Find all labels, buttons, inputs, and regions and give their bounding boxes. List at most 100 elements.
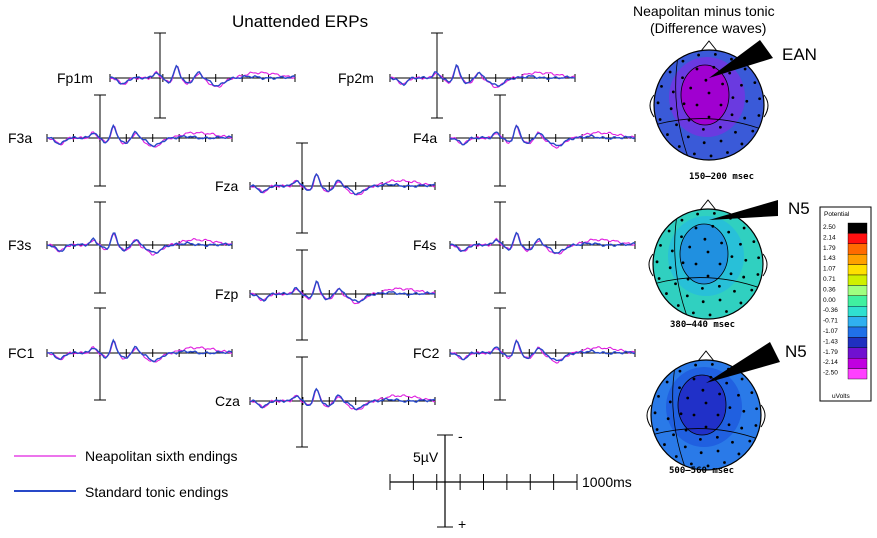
electrode-dot (683, 445, 687, 449)
erp-panel-fc2: FC2 (413, 307, 636, 401)
electrode-dot (742, 226, 746, 230)
electrode-dot (704, 401, 708, 405)
channel-label-fc2: FC2 (413, 345, 440, 361)
topomap-time-window: 500–560 msec (669, 466, 734, 476)
electrode-dot (657, 277, 661, 280)
left-ear-icon (649, 94, 655, 118)
electrode-dot (672, 433, 675, 437)
colorbar-tick-label: -2.50 (823, 370, 838, 377)
topomap-component-label: N5 (788, 199, 810, 218)
electrode-dot (737, 393, 740, 397)
electrode-dot (729, 272, 733, 276)
erp-panel-fp2m: Fp2m (338, 32, 576, 119)
electrode-dot (750, 288, 754, 292)
legend: Neapolitan sixth endings Standard tonic … (14, 448, 238, 500)
electrode-dot (686, 135, 690, 139)
electrode-dot (743, 116, 747, 120)
colorbar-tick-label: 2.50 (823, 224, 836, 231)
electrode-dot (688, 245, 692, 249)
electrode-dot (666, 133, 669, 136)
colorbar-swatch (847, 285, 868, 296)
waveform-standard-fzp (249, 280, 436, 303)
electrode-dot (758, 97, 762, 101)
electrode-dot (665, 380, 669, 384)
electrode-dot (740, 83, 743, 87)
waveform-standard-f4s (449, 231, 636, 254)
electrode-dot (712, 211, 716, 215)
electrode-dot (718, 392, 721, 396)
electrode-dot (692, 152, 696, 156)
colorbar-swatch (847, 243, 868, 255)
nose-icon (697, 350, 715, 362)
electrode-dot (757, 114, 761, 117)
topomap-fill (654, 50, 764, 160)
channel-label-fp2m: Fp2m (338, 70, 374, 86)
topomap-contour (675, 50, 690, 160)
electrode-dot (689, 462, 693, 466)
electrode-dot (727, 423, 731, 427)
electrode-dot (694, 262, 698, 266)
electrode-dot (699, 451, 703, 455)
waveform-standard-fp2m (389, 63, 576, 87)
electrode-dot (706, 274, 710, 278)
electrode-dot (740, 377, 744, 381)
electrode-dot (721, 82, 724, 86)
electrode-dot (701, 286, 704, 290)
colorbar-swatch (847, 337, 868, 348)
electrode-dot (701, 300, 705, 304)
electrode-dot (659, 244, 662, 247)
waveform-neapolitan-fzp (249, 281, 436, 305)
colorbar-tick-label: -1.07 (823, 328, 838, 335)
electrode-dot (680, 235, 683, 239)
electrode-dot (726, 151, 729, 154)
electrode-dot (728, 406, 732, 410)
electrode-dot (716, 449, 720, 453)
colorbar-swatch (847, 358, 868, 369)
waveform-standard-fza (249, 173, 436, 196)
electrode-dot (686, 277, 690, 281)
colorbar-tick-label: 1.43 (823, 255, 836, 262)
waveform-neapolitan-fc2 (450, 338, 636, 364)
topomap-2: N5 380–440 msec (648, 199, 810, 330)
figure-title: Unattended ERPs (232, 12, 368, 31)
electrode-dot (660, 85, 663, 88)
electrode-dot (680, 218, 684, 222)
colorbar-tick-label: -2.14 (823, 359, 838, 366)
colorbar-tick-label: 0.00 (823, 297, 836, 304)
electrode-dot (656, 101, 660, 105)
electrode-dot (657, 395, 660, 398)
right-ear-icon (762, 253, 768, 277)
colorbar-tick-label: -1.79 (823, 349, 838, 356)
electrode-dot (668, 400, 672, 404)
electrode-dot (681, 261, 685, 265)
electrode-dot (707, 91, 711, 95)
colorbar-swatch (847, 274, 868, 286)
colorbar-swatch (847, 233, 868, 244)
topomap-3: N5 500–560 msec (646, 342, 807, 476)
electrode-dot (681, 59, 685, 63)
electrode-dot (756, 273, 760, 276)
electrode-dot (718, 298, 722, 302)
topo-title-line1: Neapolitan minus tonic (633, 3, 775, 19)
colorbar-tick-label: -1.43 (823, 338, 838, 345)
electrode-dot (678, 369, 682, 373)
scale-minus-label: - (458, 428, 463, 444)
channel-label-fza: Fza (215, 178, 239, 194)
colorbar-tick-label: -0.71 (823, 318, 838, 325)
colorbar-tick-label: 0.71 (823, 276, 836, 283)
electrode-dot (653, 411, 657, 415)
topomap-fill (651, 360, 761, 470)
topomap-contour (674, 209, 689, 319)
electrode-dot (701, 388, 705, 392)
electrode-dot (715, 435, 719, 439)
waveform-neapolitan-f4a (449, 124, 636, 149)
scale-time-label: 1000ms (582, 474, 632, 490)
erp-panel-f3s: F3s (8, 201, 233, 294)
electrode-dot (684, 428, 688, 432)
electrode-dot (730, 255, 734, 259)
electrode-dot (742, 275, 746, 279)
electrode-dot (670, 249, 674, 253)
channel-label-f3s: F3s (8, 237, 31, 253)
topographic-maps: EAN 150–200 msec N5 380–440 msec N5 500–560 m… (646, 40, 817, 476)
electrode-dot (742, 409, 746, 413)
